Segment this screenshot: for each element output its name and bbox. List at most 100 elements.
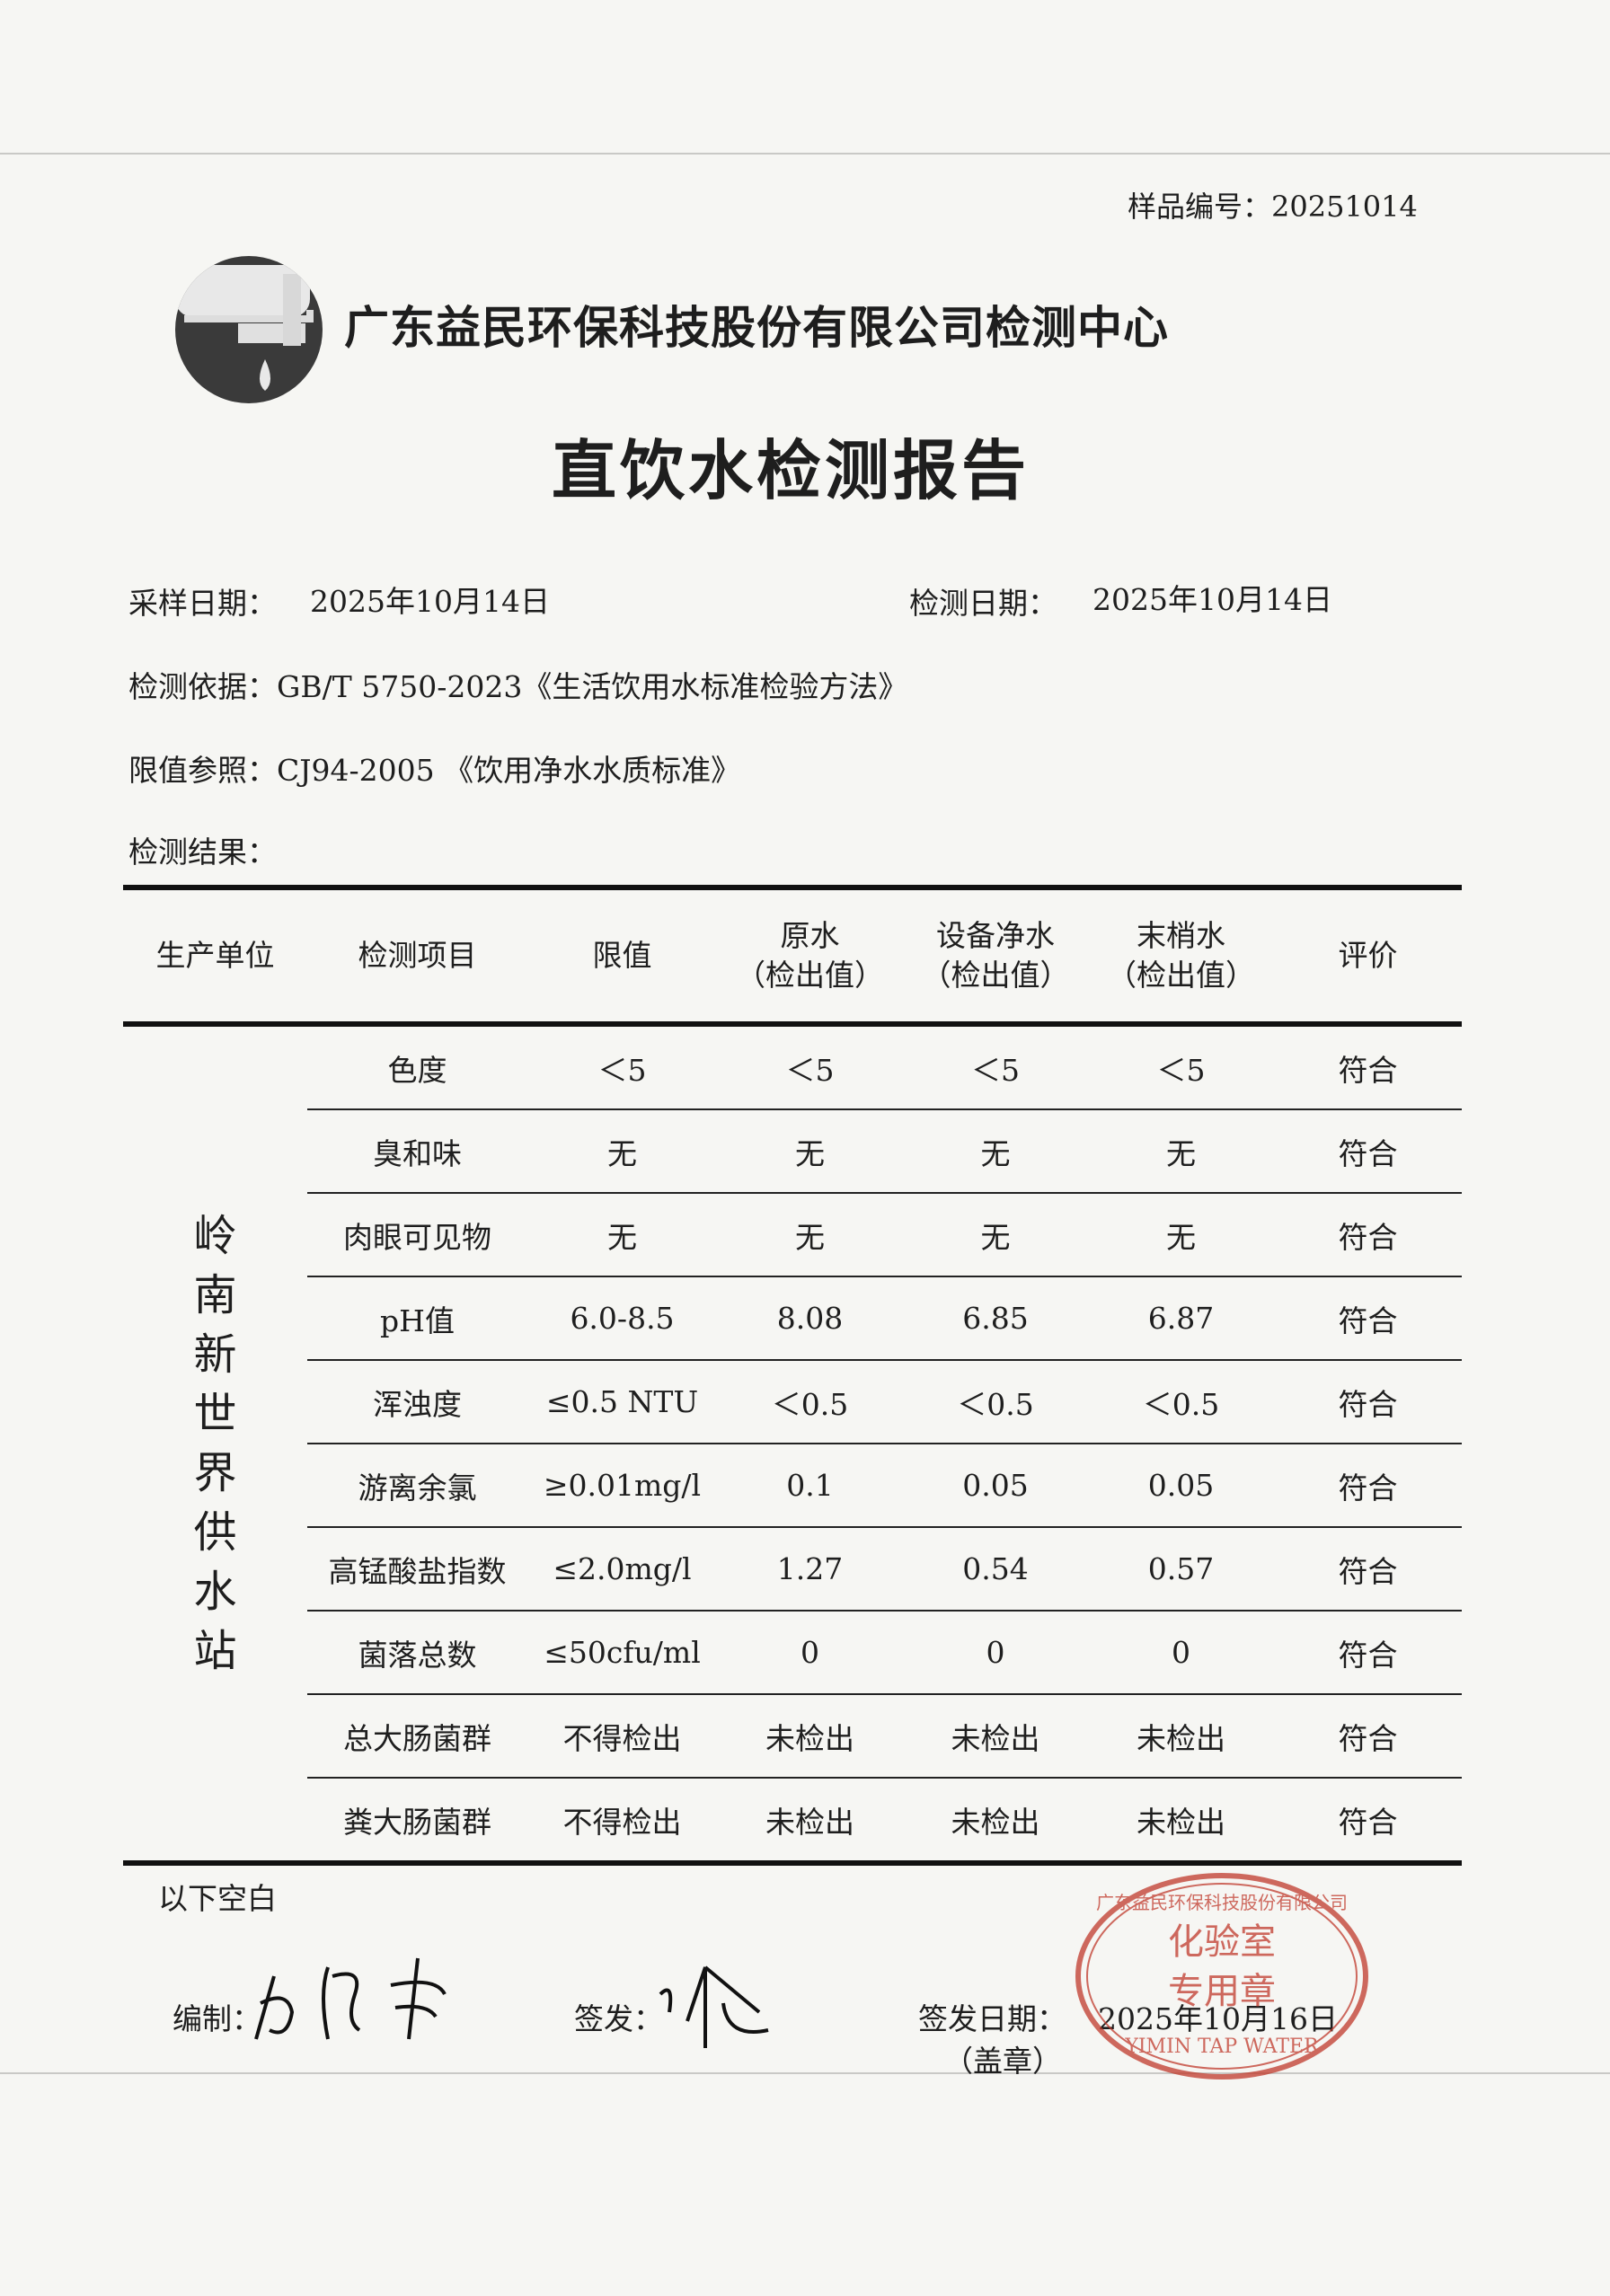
evaluation: 符合: [1274, 1444, 1462, 1528]
table-row: pH值 6.0-8.5 8.08 6.85 6.87 符合: [123, 1276, 1462, 1361]
table-cell: ≤50cfu/ml: [527, 1611, 717, 1695]
table-cell: ＜5: [717, 1024, 903, 1110]
production-unit-char: 界: [193, 1448, 237, 1498]
table-cell: ≤2.0mg/l: [527, 1527, 717, 1612]
production-unit-char: 世: [193, 1389, 237, 1439]
test-item: 总大肠菌群: [307, 1694, 527, 1779]
production-unit-char: 水: [193, 1567, 237, 1617]
svg-text:化验室: 化验室: [1168, 1921, 1276, 1963]
table-cell: 无: [717, 1193, 903, 1277]
test-item: 浑浊度: [307, 1360, 527, 1444]
table-cell: ＜5: [903, 1024, 1088, 1110]
svg-text:YIMIN TAP WATER: YIMIN TAP WATER: [1124, 2035, 1320, 2058]
table-cell: 无: [527, 1109, 717, 1194]
test-item: 粪大肠菌群: [307, 1778, 527, 1866]
test-date-label: 检测日期：: [909, 586, 1057, 621]
compiled-label: 编制：: [172, 2001, 261, 2036]
table-cell: 无: [527, 1193, 717, 1277]
column-header: 评价: [1274, 885, 1462, 1027]
table-cell: ≥0.01mg/l: [527, 1444, 717, 1528]
scan-line: [0, 2072, 1610, 2074]
test-item: 游离余氯: [307, 1444, 527, 1528]
sampling-date-label: 采样日期：: [128, 586, 277, 621]
evaluation: 符合: [1274, 1360, 1462, 1444]
test-basis: 检测依据：GB/T 5750-2023《生活饮用水标准检验方法》: [128, 669, 908, 704]
table-cell: 未检出: [717, 1694, 903, 1779]
table-cell: 0.54: [903, 1527, 1088, 1612]
sampling-date: 2025年10月14日: [310, 584, 550, 619]
table-cell: 不得检出: [527, 1694, 717, 1779]
table-cell: 无: [1088, 1109, 1274, 1194]
production-unit-char: 站: [193, 1626, 237, 1676]
production-unit-char: 南: [193, 1270, 237, 1320]
compiler-signature: [254, 1957, 447, 2040]
column-header: 设备净水 （检出值）: [903, 885, 1088, 1027]
table-cell: 6.0-8.5: [527, 1276, 717, 1361]
table-cell: 不得检出: [527, 1778, 717, 1866]
evaluation: 符合: [1274, 1024, 1462, 1110]
test-item: pH值: [307, 1276, 527, 1361]
table-cell: 无: [903, 1193, 1088, 1277]
issued-label: 签发：: [574, 2001, 663, 2036]
results-label: 检测结果：: [128, 835, 277, 870]
column-header: 末梢水 （检出值）: [1088, 885, 1274, 1027]
evaluation: 符合: [1274, 1276, 1462, 1361]
table-row: 游离余氯 ≥0.01mg/l 0.1 0.05 0.05 符合: [123, 1444, 1462, 1528]
blank-note: 以下空白: [158, 1881, 277, 1916]
table-cell: 无: [903, 1109, 1088, 1194]
report-title: 直饮水检测报告: [551, 433, 1030, 508]
evaluation: 符合: [1274, 1109, 1462, 1194]
table-cell: ＜5: [1088, 1024, 1274, 1110]
table-row: 高锰酸盐指数 ≤2.0mg/l 1.27 0.54 0.57 符合: [123, 1527, 1462, 1612]
table-cell: 0: [903, 1611, 1088, 1695]
table-row: 菌落总数 ≤50cfu/ml 0 0 0 符合: [123, 1611, 1462, 1695]
evaluation: 符合: [1274, 1527, 1462, 1612]
table-cell: 无: [717, 1109, 903, 1194]
production-unit-char: 供: [193, 1507, 237, 1558]
company-logo-icon: [175, 256, 323, 403]
scan-line: [0, 153, 1610, 155]
table-cell: 未检出: [1088, 1694, 1274, 1779]
sample-number: 样品编号：20251014: [1128, 190, 1418, 224]
table-row: 浑浊度 ≤0.5 NTU ＜0.5 ＜0.5 ＜0.5 符合: [123, 1360, 1462, 1444]
issuer-signature: [659, 1965, 769, 2048]
table-cell: 0: [717, 1611, 903, 1695]
table-cell: 无: [1088, 1193, 1274, 1277]
table-cell: 6.85: [903, 1276, 1088, 1361]
table-cell: 0: [1088, 1611, 1274, 1695]
table-cell: 6.87: [1088, 1276, 1274, 1361]
table-cell: 未检出: [903, 1778, 1088, 1866]
company-name: 广东益民环保科技股份有限公司检测中心: [344, 302, 1169, 354]
official-stamp: 化验室 专用章 广东益民环保科技股份有限公司 YIMIN TAP WATER: [1075, 1873, 1368, 2080]
test-item: 高锰酸盐指数: [307, 1527, 527, 1612]
table-cell: 未检出: [717, 1778, 903, 1866]
table-cell: ＜0.5: [1088, 1360, 1274, 1444]
evaluation: 符合: [1274, 1193, 1462, 1277]
table-header-row: 生产单位 检测项目 限值 原水 （检出值） 设备净水 （检出值） 末梢水 （检出值） 评价: [123, 885, 1462, 1027]
column-header: 原水 （检出值）: [717, 885, 903, 1027]
table-row: 粪大肠菌群 不得检出 未检出 未检出 未检出 符合: [123, 1778, 1462, 1866]
test-item: 色度: [307, 1024, 527, 1110]
table-row: 岭南新世界供水站色度 ＜5 ＜5 ＜5 ＜5 符合: [123, 1024, 1462, 1866]
evaluation: 符合: [1274, 1778, 1462, 1866]
column-header: 限值: [527, 885, 717, 1027]
evaluation: 符合: [1274, 1611, 1462, 1695]
table-cell: ≤0.5 NTU: [527, 1360, 717, 1444]
production-unit: 岭南新世界供水站: [123, 1024, 307, 1866]
test-item: 臭和味: [307, 1109, 527, 1194]
table-row: 肉眼可见物无无无无符合: [123, 1193, 1462, 1277]
svg-text:专用章: 专用章: [1168, 1971, 1276, 2012]
table-cell: 1.27: [717, 1527, 903, 1612]
results-table: 生产单位 检测项目 限值 原水 （检出值） 设备净水 （检出值） 末梢水 （检出值） 评价 …: [123, 885, 1462, 1866]
seal-label: （盖章）: [943, 2044, 1062, 2079]
issue-date: 2025年10月16日: [1098, 2001, 1338, 2036]
test-item: 菌落总数: [307, 1611, 527, 1695]
column-header: 检测项目: [307, 885, 527, 1027]
evaluation: 符合: [1274, 1694, 1462, 1779]
production-unit-char: 岭: [193, 1211, 237, 1261]
table-cell: 0.1: [717, 1444, 903, 1528]
table-cell: ＜0.5: [903, 1360, 1088, 1444]
svg-text:广东益民环保科技股份有限公司: 广东益民环保科技股份有限公司: [1096, 1892, 1348, 1913]
table-cell: 8.08: [717, 1276, 903, 1361]
issue-date-label: 签发日期：: [918, 2001, 1066, 2036]
